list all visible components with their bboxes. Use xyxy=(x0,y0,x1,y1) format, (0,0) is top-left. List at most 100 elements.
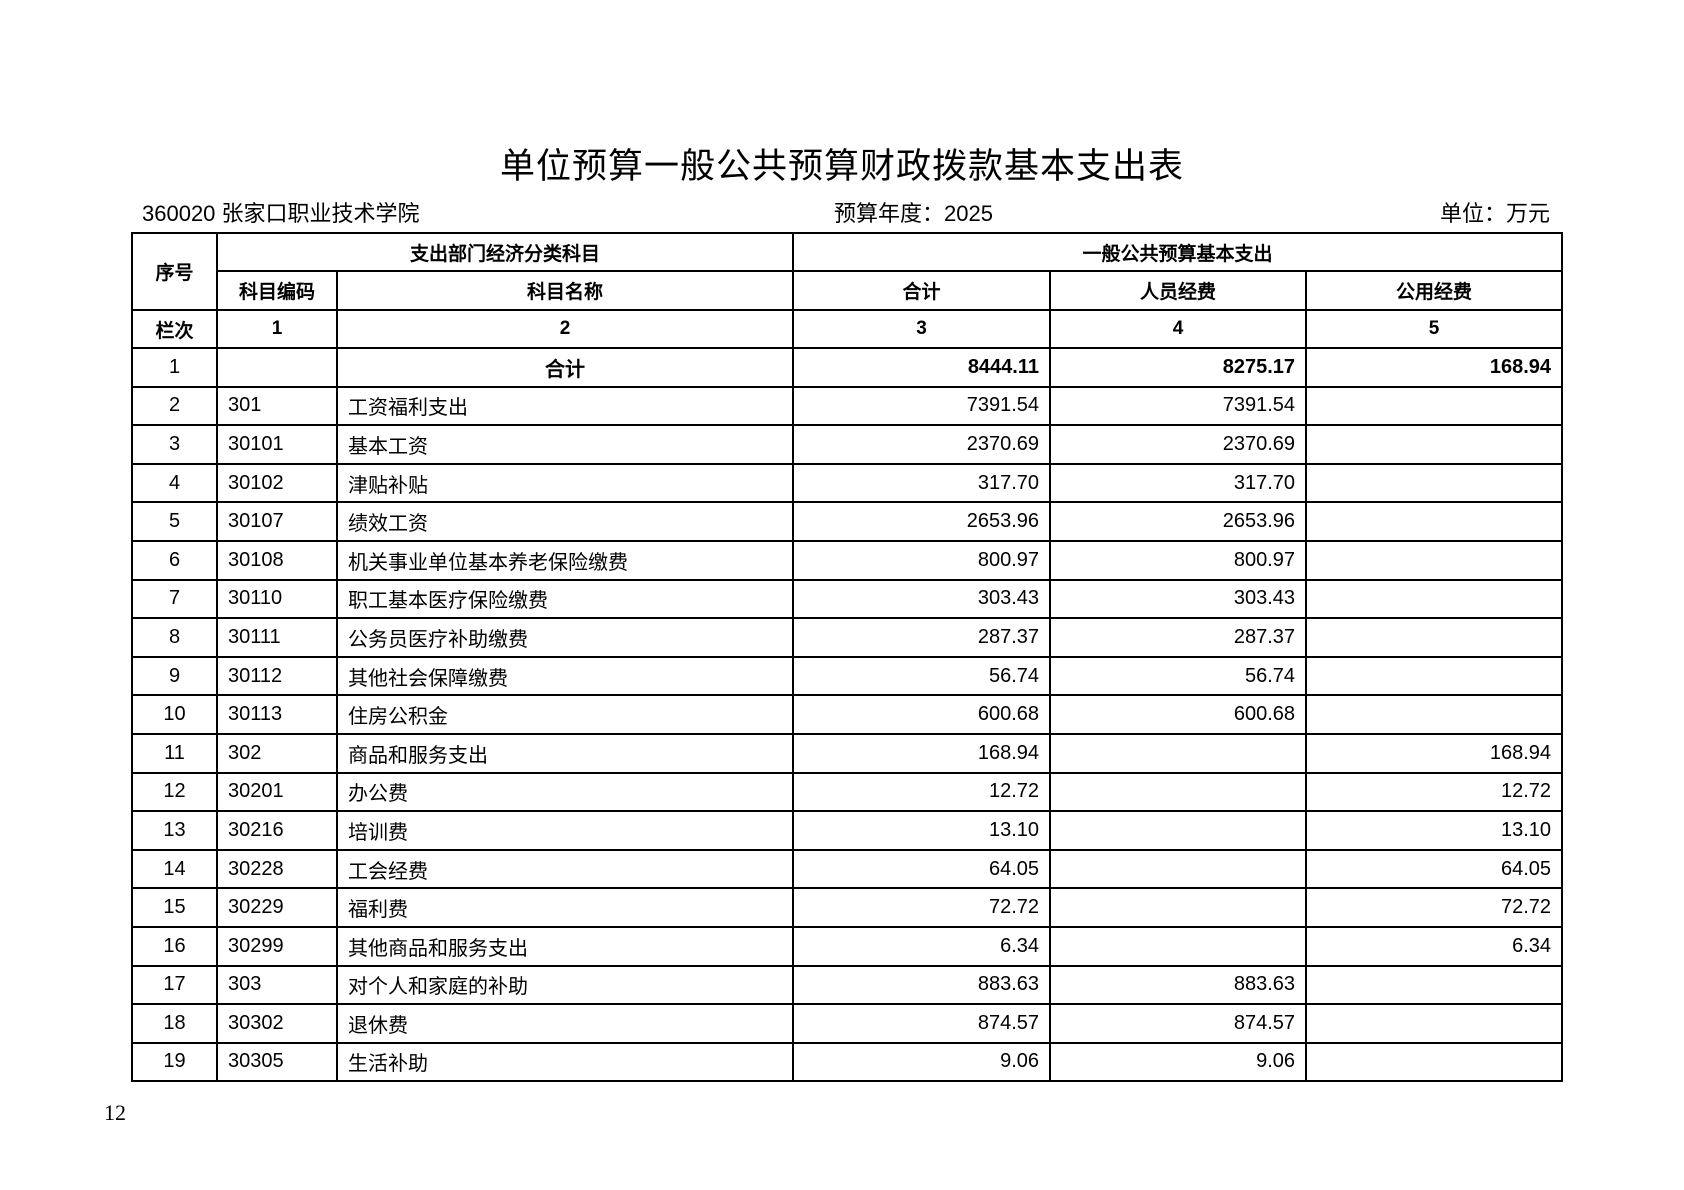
table-row: 5 30107 绩效工资 2653.96 2653.96 xyxy=(131,501,1564,542)
row-seq: 15 xyxy=(131,887,218,928)
unit-info: 360020 张家口职业技术学院 xyxy=(142,201,420,226)
header-code: 科目编码 xyxy=(216,270,338,311)
row-name: 津贴补贴 xyxy=(335,462,795,504)
row-public xyxy=(1305,964,1564,1006)
row-total: 317.70 xyxy=(792,462,1052,504)
row-public: 6.34 xyxy=(1305,925,1564,967)
table-row: 12 30201 办公费 12.72 12.72 xyxy=(131,771,1564,813)
header-subject-group: 支出部门经济分类科目 xyxy=(215,232,795,272)
row-personnel: 2370.69 xyxy=(1049,424,1308,465)
currency-unit: 单位：万元 xyxy=(1439,201,1550,226)
row-total: 64.05 xyxy=(792,848,1052,890)
header-personnel: 人员经费 xyxy=(1049,270,1308,311)
row-public xyxy=(1305,655,1564,697)
column-number: 1 xyxy=(216,309,338,349)
table-row: 3 30101 基本工资 2370.69 2370.69 xyxy=(131,424,1564,465)
row-public xyxy=(1305,539,1564,581)
header-name: 科目名称 xyxy=(335,270,795,311)
header-expense-group: 一般公共预算基本支出 xyxy=(792,232,1564,272)
row-personnel xyxy=(1049,925,1308,967)
row-public: 64.05 xyxy=(1305,848,1564,890)
column-number: 3 xyxy=(792,309,1052,349)
row-personnel: 317.70 xyxy=(1049,462,1308,504)
row-seq: 18 xyxy=(131,1003,218,1044)
row-name: 住房公积金 xyxy=(335,694,795,735)
row-total: 287.37 xyxy=(792,617,1052,658)
table-row: 19 30305 生活补助 9.06 9.06 xyxy=(131,1041,1564,1083)
row-total: 883.63 xyxy=(792,964,1052,1006)
row-name: 其他商品和服务支出 xyxy=(335,925,795,967)
row-code: 30102 xyxy=(216,462,338,504)
table-row: 8 30111 公务员医疗补助缴费 287.37 287.37 xyxy=(131,617,1564,658)
row-public: 13.10 xyxy=(1305,810,1564,851)
page-number: 12 xyxy=(104,1100,126,1125)
row-seq: 12 xyxy=(131,771,218,813)
row-personnel: 303.43 xyxy=(1049,578,1308,620)
table-row: 11 302 商品和服务支出 168.94 168.94 xyxy=(131,732,1564,774)
row-public xyxy=(1305,617,1564,658)
row-public: 12.72 xyxy=(1305,771,1564,813)
row-name: 工资福利支出 xyxy=(335,385,795,427)
table-row: 6 30108 机关事业单位基本养老保险缴费 800.97 800.97 xyxy=(131,539,1564,581)
row-code: 30216 xyxy=(216,810,338,851)
row-code: 30302 xyxy=(216,1003,338,1044)
table-row: 13 30216 培训费 13.10 13.10 xyxy=(131,810,1564,851)
row-public xyxy=(1305,1003,1564,1044)
row-seq: 5 xyxy=(131,501,218,542)
row-name: 机关事业单位基本养老保险缴费 xyxy=(335,539,795,581)
row-name: 生活补助 xyxy=(335,1041,795,1083)
row-code: 301 xyxy=(216,385,338,427)
row-seq: 13 xyxy=(131,810,218,851)
row-total: 6.34 xyxy=(792,925,1052,967)
row-code: 30305 xyxy=(216,1041,338,1083)
table-row: 18 30302 退休费 874.57 874.57 xyxy=(131,1003,1564,1044)
row-personnel: 8275.17 xyxy=(1049,347,1308,388)
row-name: 培训费 xyxy=(335,810,795,851)
row-personnel: 9.06 xyxy=(1049,1041,1308,1083)
row-code: 30107 xyxy=(216,501,338,542)
row-seq: 7 xyxy=(131,578,218,620)
row-name: 绩效工资 xyxy=(335,501,795,542)
column-number: 2 xyxy=(335,309,795,349)
header-seq: 序号 xyxy=(131,232,218,311)
row-code xyxy=(216,347,338,388)
table-row: 14 30228 工会经费 64.05 64.05 xyxy=(131,848,1564,890)
row-personnel xyxy=(1049,848,1308,890)
row-name: 其他社会保障缴费 xyxy=(335,655,795,697)
row-seq: 3 xyxy=(131,424,218,465)
row-code: 30110 xyxy=(216,578,338,620)
row-personnel: 800.97 xyxy=(1049,539,1308,581)
row-total: 56.74 xyxy=(792,655,1052,697)
row-seq: 17 xyxy=(131,964,218,1006)
row-personnel: 56.74 xyxy=(1049,655,1308,697)
row-personnel: 7391.54 xyxy=(1049,385,1308,427)
row-code: 30101 xyxy=(216,424,338,465)
row-personnel: 287.37 xyxy=(1049,617,1308,658)
table-row: 15 30229 福利费 72.72 72.72 xyxy=(131,887,1564,928)
table-row: 7 30110 职工基本医疗保险缴费 303.43 303.43 xyxy=(131,578,1564,620)
row-total: 800.97 xyxy=(792,539,1052,581)
row-code: 30113 xyxy=(216,694,338,735)
row-code: 30228 xyxy=(216,848,338,890)
row-total: 13.10 xyxy=(792,810,1052,851)
row-public xyxy=(1305,424,1564,465)
row-code: 302 xyxy=(216,732,338,774)
row-seq: 16 xyxy=(131,925,218,967)
row-personnel: 600.68 xyxy=(1049,694,1308,735)
table-row: 10 30113 住房公积金 600.68 600.68 xyxy=(131,694,1564,735)
row-personnel xyxy=(1049,810,1308,851)
table-row: 9 30112 其他社会保障缴费 56.74 56.74 xyxy=(131,655,1564,697)
row-code: 30229 xyxy=(216,887,338,928)
row-public xyxy=(1305,694,1564,735)
column-label: 栏次 xyxy=(131,309,218,349)
row-name: 商品和服务支出 xyxy=(335,732,795,774)
row-total: 7391.54 xyxy=(792,385,1052,427)
row-code: 30201 xyxy=(216,771,338,813)
row-name: 对个人和家庭的补助 xyxy=(335,964,795,1006)
row-seq: 6 xyxy=(131,539,218,581)
row-public xyxy=(1305,578,1564,620)
column-number: 4 xyxy=(1049,309,1308,349)
table-row: 17 303 对个人和家庭的补助 883.63 883.63 xyxy=(131,964,1564,1006)
row-total: 2370.69 xyxy=(792,424,1052,465)
row-total: 12.72 xyxy=(792,771,1052,813)
